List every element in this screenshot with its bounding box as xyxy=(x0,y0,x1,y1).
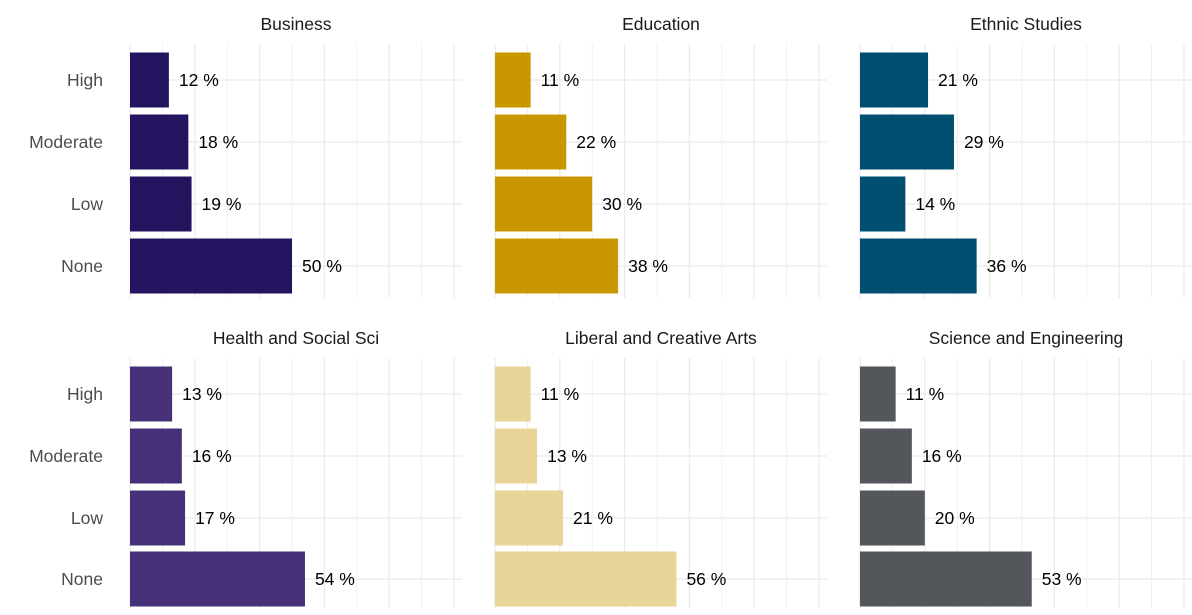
panel-title-liberal-and-creative-arts: Liberal and Creative Arts xyxy=(565,328,757,348)
y-tick-label: Moderate xyxy=(29,132,103,152)
data-label: 12 % xyxy=(179,70,219,90)
bar-liberal-and-creative-arts-moderate xyxy=(495,428,538,484)
bar-liberal-and-creative-arts-none xyxy=(495,551,677,607)
bar-science-and-engineering-none xyxy=(860,551,1032,607)
bar-health-and-social-sci-moderate xyxy=(130,428,182,484)
data-label: 56 % xyxy=(686,569,726,589)
data-label: 38 % xyxy=(628,256,668,276)
data-label: 11 % xyxy=(906,384,945,404)
data-label: 11 % xyxy=(541,70,580,90)
y-tick-label: None xyxy=(61,569,103,589)
data-label: 13 % xyxy=(182,384,222,404)
data-label: 19 % xyxy=(202,194,242,214)
bar-business-low xyxy=(130,176,192,232)
data-label: 20 % xyxy=(935,508,975,528)
bar-science-and-engineering-high xyxy=(860,366,896,422)
y-tick-label: Low xyxy=(71,194,103,214)
data-label: 36 % xyxy=(987,256,1027,276)
y-tick-label: High xyxy=(67,384,103,404)
bar-education-moderate xyxy=(495,114,567,170)
y-tick-label: Low xyxy=(71,508,103,528)
bar-education-none xyxy=(495,238,619,294)
data-label: 16 % xyxy=(922,446,962,466)
data-label: 54 % xyxy=(315,569,355,589)
panel-title-ethnic-studies: Ethnic Studies xyxy=(970,14,1082,34)
data-label: 53 % xyxy=(1042,569,1082,589)
data-label: 14 % xyxy=(915,194,955,214)
bar-science-and-engineering-low xyxy=(860,490,925,546)
bar-ethnic-studies-none xyxy=(860,238,977,294)
data-label: 13 % xyxy=(547,446,587,466)
bar-ethnic-studies-high xyxy=(860,52,929,108)
data-label: 21 % xyxy=(573,508,613,528)
bar-liberal-and-creative-arts-high xyxy=(495,366,531,422)
data-label: 29 % xyxy=(964,132,1004,152)
bar-education-high xyxy=(495,52,531,108)
panel-title-science-and-engineering: Science and Engineering xyxy=(929,328,1124,348)
bar-health-and-social-sci-none xyxy=(130,551,305,607)
panel-title-business: Business xyxy=(260,14,331,34)
bar-health-and-social-sci-low xyxy=(130,490,186,546)
data-label: 22 % xyxy=(576,132,616,152)
bar-business-moderate xyxy=(130,114,189,170)
panel-title-health-and-social-sci: Health and Social Sci xyxy=(213,328,379,348)
y-tick-label: None xyxy=(61,256,103,276)
data-label: 18 % xyxy=(198,132,238,152)
data-label: 50 % xyxy=(302,256,342,276)
bar-liberal-and-creative-arts-low xyxy=(495,490,564,546)
data-label: 21 % xyxy=(938,70,978,90)
data-label: 11 % xyxy=(541,384,580,404)
y-tick-label: Moderate xyxy=(29,446,103,466)
panel-title-education: Education xyxy=(622,14,700,34)
data-label: 17 % xyxy=(195,508,235,528)
y-tick-label: High xyxy=(67,70,103,90)
bar-science-and-engineering-moderate xyxy=(860,428,912,484)
bar-business-high xyxy=(130,52,169,108)
data-label: 30 % xyxy=(602,194,642,214)
bar-ethnic-studies-moderate xyxy=(860,114,954,170)
data-label: 16 % xyxy=(192,446,232,466)
bar-ethnic-studies-low xyxy=(860,176,906,232)
bar-health-and-social-sci-high xyxy=(130,366,173,422)
bar-education-low xyxy=(495,176,593,232)
bar-business-none xyxy=(130,238,292,294)
